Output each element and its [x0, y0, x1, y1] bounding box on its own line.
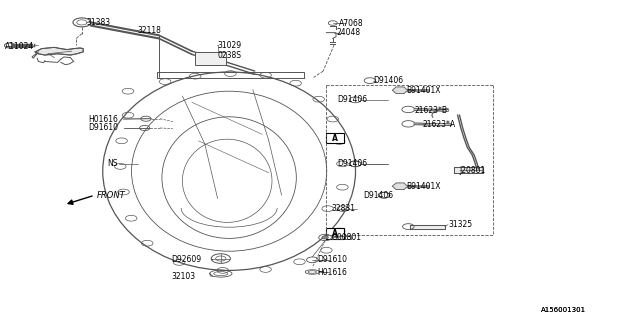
Text: A156001301: A156001301 — [541, 308, 586, 313]
Text: D91406: D91406 — [373, 76, 403, 85]
Text: D91610: D91610 — [88, 124, 118, 132]
Text: 31029: 31029 — [218, 41, 242, 50]
Text: 24048: 24048 — [337, 28, 361, 37]
Text: A7068: A7068 — [339, 19, 364, 28]
Text: D91406: D91406 — [364, 191, 394, 200]
Text: B91401X: B91401X — [406, 86, 441, 95]
Circle shape — [209, 62, 216, 66]
Bar — [195, 52, 226, 65]
Text: 31325: 31325 — [448, 220, 472, 229]
Text: D91406: D91406 — [337, 95, 367, 104]
Text: H01616: H01616 — [88, 115, 118, 124]
Text: 31383: 31383 — [86, 18, 111, 27]
Text: 21623*B: 21623*B — [415, 106, 448, 115]
Text: A: A — [332, 134, 339, 143]
Text: 0238S: 0238S — [218, 51, 242, 60]
Bar — [326, 133, 344, 143]
Text: D91610: D91610 — [317, 255, 347, 264]
Text: B91401X: B91401X — [406, 182, 441, 191]
Text: J20801: J20801 — [460, 166, 486, 175]
Text: 32118: 32118 — [138, 26, 161, 35]
Text: G00801: G00801 — [332, 233, 362, 242]
Polygon shape — [410, 225, 445, 229]
Polygon shape — [454, 167, 483, 173]
Text: A156001301: A156001301 — [541, 308, 586, 313]
Polygon shape — [392, 183, 408, 189]
Bar — [326, 228, 344, 239]
Polygon shape — [392, 87, 408, 93]
Text: FRONT: FRONT — [97, 191, 126, 200]
Text: H01616: H01616 — [317, 268, 347, 277]
Text: NS: NS — [108, 159, 118, 168]
Text: 32831: 32831 — [332, 204, 356, 213]
Text: 21623*A: 21623*A — [422, 120, 456, 129]
Circle shape — [322, 236, 328, 239]
Text: 32103: 32103 — [172, 272, 196, 281]
Text: A11024: A11024 — [5, 42, 35, 51]
Text: A: A — [332, 229, 339, 238]
Text: D92609: D92609 — [172, 255, 202, 264]
Polygon shape — [35, 47, 83, 55]
Text: D91406: D91406 — [337, 159, 367, 168]
